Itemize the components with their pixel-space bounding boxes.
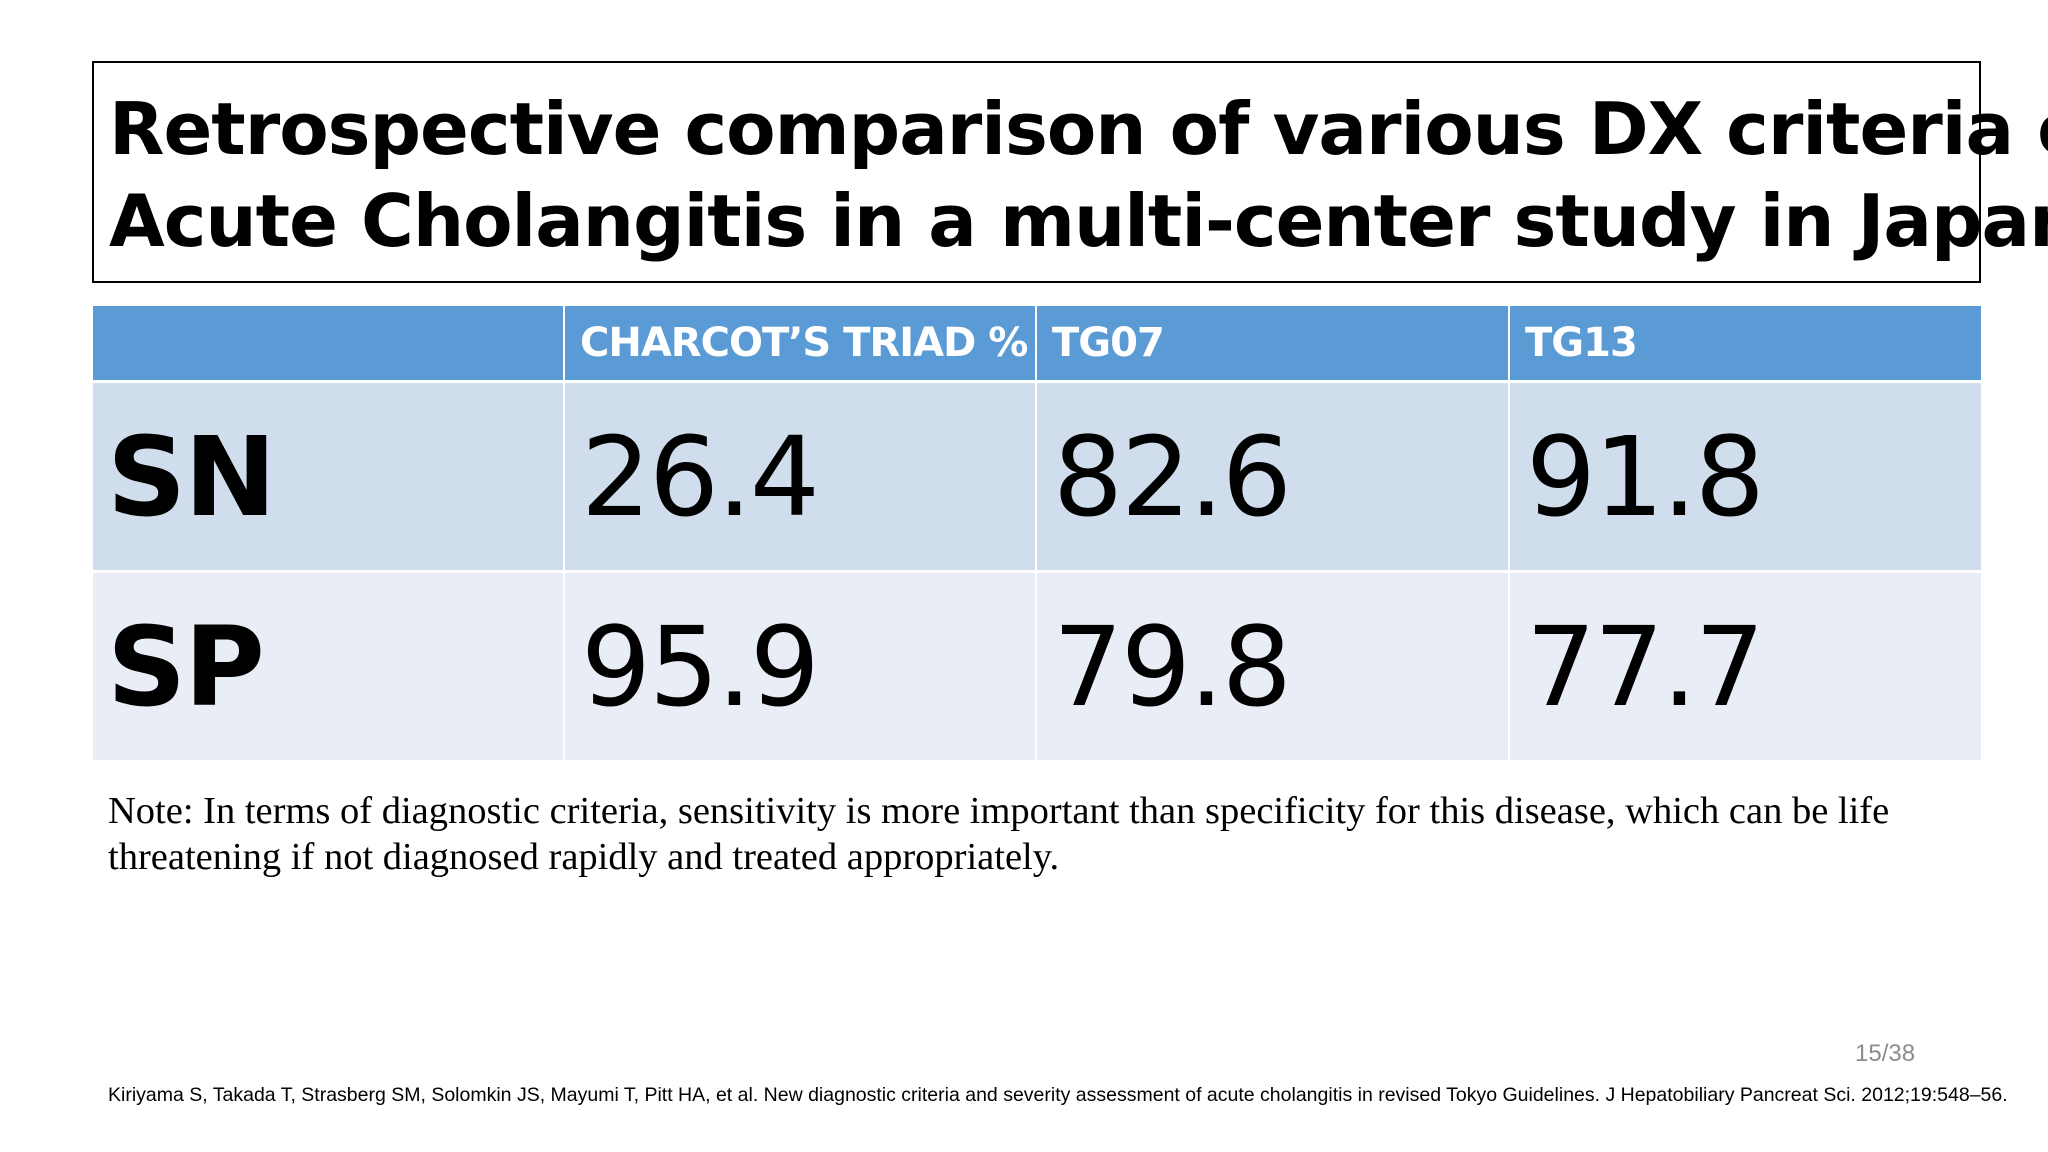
cell-sp-tg07: 79.8	[1037, 573, 1508, 760]
cell-sp-charcot-triad: 95.9	[565, 573, 1035, 760]
cell-sn-charcot-triad: 26.4	[565, 383, 1035, 570]
cell-sp-tg13: 77.7	[1510, 573, 1981, 760]
note-line-2: threatening if not diagnosed rapidly and…	[108, 836, 1060, 878]
cell-sn-tg07: 82.6	[1037, 383, 1508, 570]
page-number: 15/38	[1855, 1040, 1916, 1067]
table-header-charcot-triad: CHARCOT’S TRIAD %	[565, 306, 1035, 380]
slide-title-box: Retrospective comparison of various DX c…	[92, 61, 2048, 283]
note-line-1: Note: In terms of diagnostic criteria, s…	[108, 790, 1890, 832]
cell-sn-tg13: 91.8	[1510, 383, 1981, 570]
slide-title-line-1: Retrospective comparison of various DX c…	[109, 87, 2048, 171]
citation-reference: Kiriyama S, Takada T, Strasberg SM, Solo…	[108, 1084, 2008, 1106]
table-header-empty	[93, 306, 563, 380]
slide-title-line-2: Acute Cholangitis in a multi-center stud…	[109, 179, 2048, 263]
note-text: Note: In terms of diagnostic criteria, s…	[108, 788, 1988, 880]
row-label-sp: SP	[93, 573, 563, 760]
table-header-tg07: TG07	[1037, 306, 1508, 380]
row-label-sn: SN	[93, 383, 563, 570]
criteria-comparison-table: CHARCOT’S TRIAD % TG07 TG13 SN 26.4 82.6…	[93, 306, 1981, 760]
table-header-tg13: TG13	[1510, 306, 1981, 380]
